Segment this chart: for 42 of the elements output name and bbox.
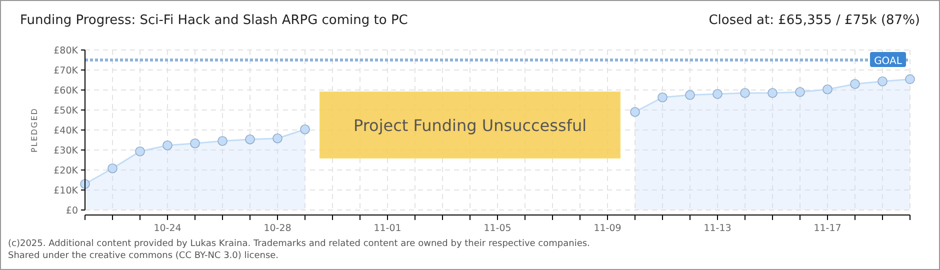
x-tick-label: 11-09 — [594, 223, 622, 234]
y-tick-label: £50K — [54, 106, 79, 116]
point — [905, 74, 915, 84]
point — [162, 140, 172, 150]
y-tick-label: £10K — [54, 186, 79, 196]
y-tick-label: £70K — [54, 66, 79, 76]
point — [878, 76, 888, 86]
x-tick-label: 11-13 — [704, 223, 732, 234]
point — [850, 79, 860, 89]
point — [768, 88, 778, 98]
point — [740, 88, 750, 98]
y-tick-label: £0 — [66, 206, 78, 216]
annotation: Project Funding Unsuccessful — [353, 116, 587, 135]
y-tick-label: £60K — [54, 86, 79, 96]
x-tick-label: 10-28 — [264, 223, 292, 234]
y-tick-label: £20K — [54, 166, 79, 176]
point — [712, 89, 722, 99]
chart-title: Funding Progress: Sci-Fi Hack and Slash ARPG coming to PC — [20, 13, 408, 28]
point — [135, 146, 145, 156]
chart-subtitle: Closed at: £65,355 / £75k (87%) — [708, 13, 920, 28]
point — [795, 87, 805, 97]
point — [630, 107, 640, 117]
x-tick-label: 10-24 — [154, 223, 182, 234]
x-tick-label: 11-01 — [374, 223, 402, 234]
point — [190, 138, 200, 148]
x-tick-label: 11-17 — [814, 223, 842, 234]
point — [658, 92, 668, 102]
ref-line-label: GOAL — [874, 56, 902, 67]
point — [245, 134, 255, 144]
point — [685, 90, 695, 100]
point — [272, 134, 282, 144]
text: Shared under the creative commons (CC BY-NC 3.0) license. — [8, 251, 279, 261]
text: (c)2025. Additional content provided by Lukas Kraina. Trademarks and related content are owned by their respective companies. — [8, 239, 590, 249]
y-tick-label: £40K — [54, 126, 79, 136]
y-tick-label: £30K — [54, 146, 79, 156]
point — [822, 84, 832, 94]
y-tick-label: £80K — [54, 46, 79, 56]
point — [108, 164, 118, 174]
point — [300, 124, 310, 134]
point — [218, 136, 228, 146]
x-tick-label: 11-05 — [484, 223, 512, 234]
y-axis-title: PLEDGED — [30, 108, 39, 152]
